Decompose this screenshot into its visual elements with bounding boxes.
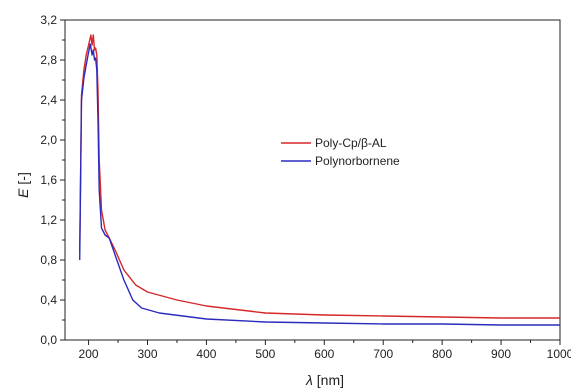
x-axis-ticks: 200 300 400 500 600 700 800 900 1000 [79,340,571,361]
y-tick-label: 0,4 [40,293,57,307]
y-axis-symbol: E [15,188,31,198]
x-tick-label: 300 [137,347,157,361]
y-axis-unit: [-] [15,172,31,188]
y-tick-label: 2,4 [40,93,57,107]
x-tick-label: 700 [373,347,393,361]
x-tick-label: 1000 [547,347,571,361]
y-axis-title: E [-] [15,172,31,198]
y-tick-label: 0,8 [40,253,57,267]
x-axis-unit: [nm] [313,372,344,388]
y-tick-label: 0,0 [40,333,57,347]
y-axis-ticks: 0,0 0,4 0,8 1,2 1,6 2,0 2,4 2,8 3,2 [40,13,65,347]
y-tick-label: 1,2 [40,213,57,227]
series-line-1 [79,34,560,319]
y-tick-label: 2,0 [40,133,57,147]
x-axis-symbol: λ [305,372,313,388]
x-tick-label: 900 [491,347,511,361]
y-tick-label: 3,2 [40,13,57,27]
y-tick-label: 2,8 [40,53,57,67]
series-line-2 [79,43,560,326]
x-tick-label: 500 [255,347,275,361]
x-tick-label: 600 [314,347,334,361]
y-tick-label: 1,6 [40,173,57,187]
x-axis-title: λ [nm] [305,372,344,388]
x-tick-label: 200 [79,347,99,361]
legend-label-series-1: Poly-Cp/β-AL [315,136,387,150]
series-layer [79,34,560,326]
x-tick-label: 400 [196,347,216,361]
legend: Poly-Cp/β-AL Polynorbornene [281,136,400,168]
x-tick-label: 800 [432,347,452,361]
legend-label-series-2: Polynorbornene [315,154,400,168]
